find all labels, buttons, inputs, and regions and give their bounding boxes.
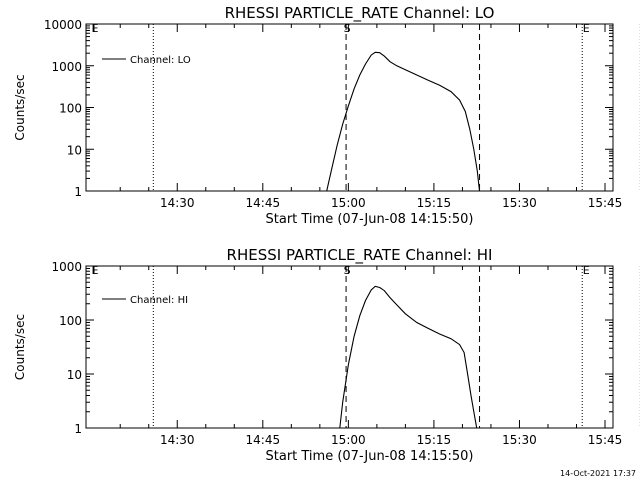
chart-panel-hi: RHESSI PARTICLE_RATE Channel: HI Counts/s… [13,246,640,464]
y-tick-label: 10 [67,143,82,157]
y-tick-label: 1000 [51,60,82,74]
chart-title: RHESSI PARTICLE_RATE Channel: HI [227,246,493,265]
chart-panel-lo: RHESSI PARTICLE_RATE Channel: LO Counts/s… [13,4,640,227]
x-tick-label: 14:45 [246,196,281,210]
series-line [326,51,481,192]
x-tick-label: 15:30 [502,433,537,447]
x-tick-label: 15:00 [331,433,366,447]
y-tick-label: 100 [59,102,82,116]
x-tick-label: 15:15 [417,196,452,210]
x-axis-label: Start Time (07-Jun-08 14:15:50) [266,212,474,227]
x-tick-label: 14:30 [160,433,195,447]
x-tick-label: 15:45 [588,433,623,447]
series-line [339,285,478,429]
x-tick-label: 14:45 [246,433,281,447]
y-tick-label: 100 [59,314,82,328]
x-tick-label: 14:30 [160,196,195,210]
legend-label: Channel: HI [130,295,188,306]
marker-label: E [92,264,99,277]
marker-label: E [92,22,99,35]
y-tick-label: 10000 [44,18,82,32]
marker-label: S [344,22,351,35]
marker-label: S [344,264,351,277]
marker-label-end: E [583,22,590,35]
chart-title: RHESSI PARTICLE_RATE Channel: LO [225,4,495,23]
y-tick-label: 1000 [51,260,82,274]
marker-label-end: E [583,264,590,277]
footer-timestamp: 14-Oct-2021 17:37 [560,469,636,478]
x-axis-label: Start Time (07-Jun-08 14:15:50) [266,449,474,464]
legend-label: Channel: LO [130,55,191,66]
y-tick-label: 1 [74,422,82,436]
x-tick-label: 15:45 [588,196,623,210]
y-tick-label: 1 [74,185,82,199]
y-axis-label: Counts/sec [13,74,27,140]
plot-frame [85,265,614,429]
x-tick-label: 15:15 [417,433,452,447]
y-tick-label: 10 [67,368,82,382]
x-tick-label: 15:00 [331,196,366,210]
x-tick-label: 15:30 [502,196,537,210]
y-axis-label: Counts/sec [13,314,27,380]
